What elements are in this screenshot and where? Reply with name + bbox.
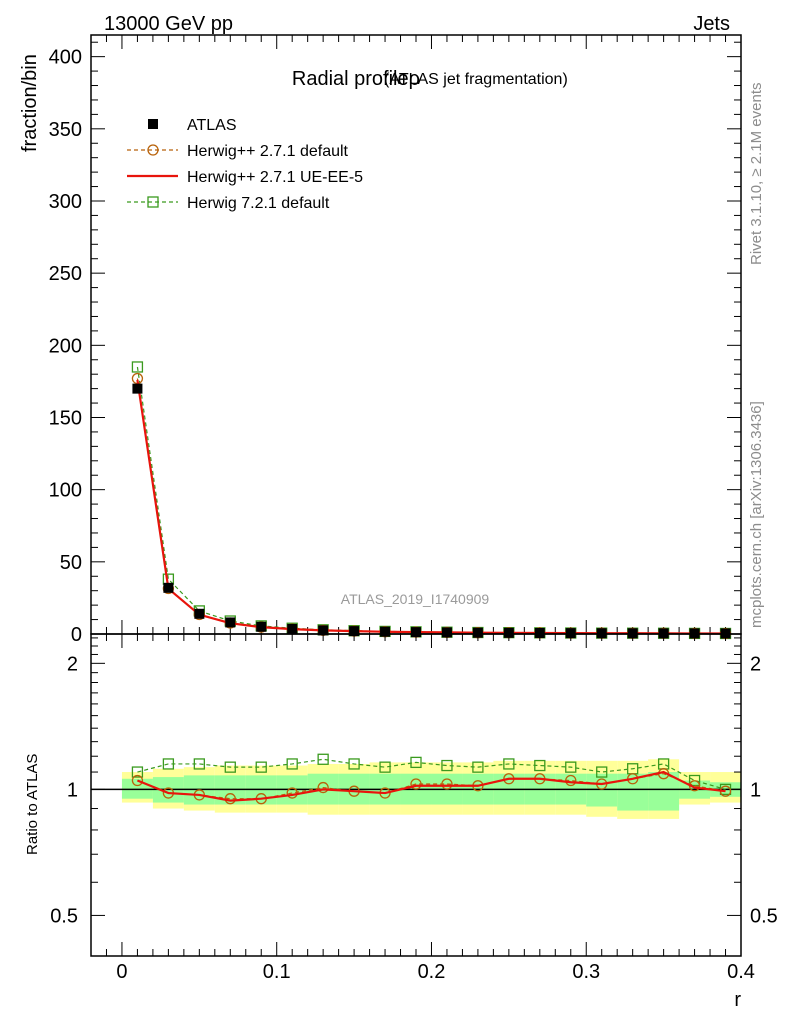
- series-0-main-point: [163, 582, 174, 593]
- main-y-tick-label: 0: [71, 624, 82, 646]
- series-2-ratio-line: [137, 770, 726, 802]
- series-0-main-point: [503, 627, 514, 638]
- series-3-ratio-point: [379, 761, 391, 773]
- x-tick-label: 0: [116, 961, 127, 983]
- series-0-main-point: [596, 628, 607, 639]
- series-2-main-line: [136, 379, 726, 635]
- chart-subtitle: (ATLAS jet fragmentation): [384, 71, 568, 88]
- rivet-version-label: Rivet 3.1.10, ≥ 2.1M events: [748, 83, 765, 266]
- series-3-ratio-point: [596, 766, 608, 778]
- ratio-y-tick-label-right: 2: [750, 653, 761, 675]
- legend-label: ATLAS: [187, 117, 237, 134]
- main-axis-ticks: [90, 35, 742, 635]
- ratio-y-tick-labels: 0.5 0.5 1 1 2 2: [50, 653, 778, 927]
- series-3-ratio-point: [162, 758, 175, 770]
- series-3-ratio-point: [565, 761, 577, 773]
- legend-marker: [147, 144, 159, 156]
- legend-label: Herwig++ 2.7.1 UE-EE-5: [187, 169, 363, 186]
- ratio-y-tick-label: 1: [67, 779, 78, 801]
- series-3-ratio-point: [348, 758, 360, 770]
- header-energy-label: 13000 GeV pp: [104, 13, 233, 35]
- series-1-ratio-point: [410, 778, 422, 790]
- legend-marker: [147, 196, 159, 208]
- series-3-ratio-point: [534, 759, 546, 772]
- x-tick-label: 0.3: [572, 961, 600, 983]
- x-tick-label: 0.4: [727, 961, 755, 983]
- main-y-tick-label: 100: [49, 480, 82, 502]
- legend-label: Herwig++ 2.7.1 default: [187, 143, 349, 160]
- main-y-tick-labels: 0 50 100 150 200 250 300 350 400: [49, 47, 82, 646]
- series-3-ratio-point: [224, 761, 236, 773]
- ratio-plot-frame: [90, 633, 742, 957]
- legend-marker: [148, 119, 158, 129]
- series-0-main-point: [441, 627, 452, 638]
- series-3-ratio-point: [131, 766, 144, 778]
- x-tick-label: 0.1: [263, 961, 291, 983]
- chart-title: Radial profileρ: [292, 68, 420, 90]
- series-3-ratio-point: [317, 753, 329, 765]
- main-y-tick-label: 400: [49, 47, 82, 69]
- ratio-y-axis-label: Ratio to ATLAS: [24, 754, 41, 855]
- ratio-y-tick-label: 2: [67, 653, 78, 675]
- ratio-y-tick-label-right: 1: [750, 779, 761, 801]
- series-3-ratio-point: [441, 759, 453, 772]
- x-tick-labels: 0 0.1 0.2 0.3 0.4: [116, 961, 755, 983]
- series-0-main-point: [534, 627, 545, 638]
- series-3-ratio-point: [503, 758, 515, 770]
- series-0-main-point: [349, 626, 360, 637]
- series-3-ratio-point: [255, 761, 267, 773]
- main-y-tick-label: 250: [49, 263, 82, 285]
- series-0-main-point: [194, 608, 205, 619]
- main-y-tick-label: 350: [49, 119, 82, 141]
- main-y-tick-label: 150: [49, 407, 82, 429]
- series-1-ratio-point: [441, 778, 453, 790]
- series-0-main-point: [472, 627, 483, 638]
- x-axis-label: r: [734, 989, 741, 1011]
- ratio-plot-panel: 0.5 0.5 1 1 2 2: [50, 633, 778, 957]
- series-3-ratio-point: [688, 774, 701, 787]
- series-3-ratio-point: [472, 761, 484, 773]
- main-y-axis-label: fraction/bin: [19, 54, 41, 152]
- series-3-main-point: [131, 361, 144, 373]
- series-0-main-point: [256, 621, 267, 632]
- series-3-ratio-point: [193, 758, 205, 770]
- series-0-main-point: [380, 626, 391, 637]
- ratio-y-tick-label: 0.5: [50, 905, 78, 927]
- series-3-ratio-point: [410, 756, 422, 769]
- main-y-tick-label: 300: [49, 191, 82, 213]
- series-0-main-point: [132, 383, 143, 394]
- x-tick-label: 0.2: [418, 961, 446, 983]
- series-0-main-point: [411, 627, 421, 638]
- main-y-tick-label: 50: [60, 552, 82, 574]
- analysis-watermark: ATLAS_2019_I1740909: [341, 591, 490, 607]
- main-y-tick-label: 200: [49, 335, 82, 357]
- series-1-ratio-point: [131, 774, 144, 787]
- header-jets-label: Jets: [693, 13, 730, 35]
- series-0-main-point: [287, 623, 298, 634]
- series-3-ratio-point: [286, 758, 298, 770]
- series-1-ratio-point: [565, 774, 577, 787]
- ratio-y-tick-label-right: 0.5: [750, 905, 778, 927]
- series-0-main-point: [565, 628, 576, 639]
- mcplots-label: mcplots.cern.ch [arXiv:1306.3436]: [748, 401, 765, 628]
- series-1-ratio-point: [317, 781, 329, 794]
- series-0-main-point: [318, 625, 329, 636]
- series-0-main-point: [225, 617, 236, 628]
- legend: ATLAS Herwig++ 2.7.1 default Herwig++ 2.7.…: [127, 117, 363, 212]
- ratio-series-layer: [131, 753, 732, 805]
- legend-label: Herwig 7.2.1 default: [187, 195, 330, 212]
